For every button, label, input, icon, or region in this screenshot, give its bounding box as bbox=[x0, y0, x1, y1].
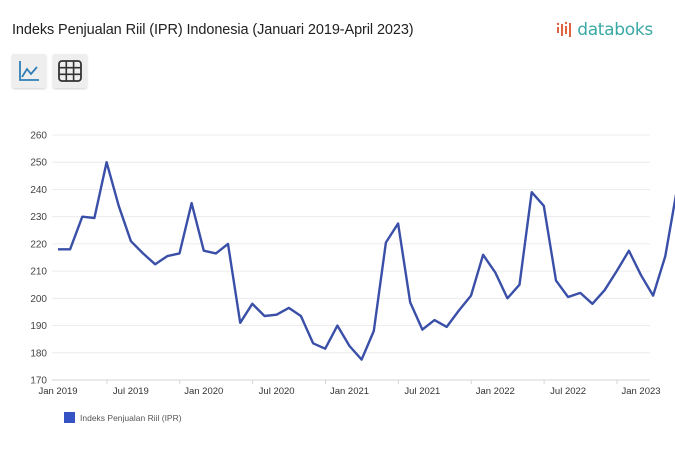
chart-legend[interactable]: Indeks Penjualan Riil (IPR) bbox=[64, 412, 182, 423]
y-tick-label: 200 bbox=[30, 294, 47, 305]
x-tick-label: Jul 2022 bbox=[550, 386, 586, 397]
x-tick-label: Jan 2022 bbox=[476, 386, 515, 397]
y-tick-label: 240 bbox=[30, 185, 47, 196]
x-tick-label: Jul 2019 bbox=[113, 386, 149, 397]
line-chart: 170 180 190 200 210 220 230 240 250 260 Jan 2019 Ju… bbox=[30, 131, 675, 397]
table-grid-icon bbox=[58, 60, 82, 82]
y-tick-label: 170 bbox=[30, 376, 47, 387]
x-tick-label: Jul 2020 bbox=[259, 386, 295, 397]
table-view-button[interactable] bbox=[53, 54, 87, 88]
legend-swatch bbox=[64, 412, 75, 423]
legend-label: Indeks Penjualan Riil (IPR) bbox=[80, 412, 182, 423]
y-tick-label: 220 bbox=[30, 239, 47, 250]
databoks-logo-icon bbox=[557, 21, 572, 37]
databoks-logo: databoks bbox=[556, 20, 653, 40]
line-chart-icon bbox=[19, 61, 39, 81]
y-tick-label: 210 bbox=[30, 267, 47, 278]
x-tick-label: Jan 2023 bbox=[621, 386, 660, 397]
x-tick-label: Jan 2021 bbox=[330, 386, 369, 397]
x-tick-label: Jan 2020 bbox=[184, 386, 223, 397]
x-tick-label: Jan 2019 bbox=[38, 386, 77, 397]
chart-title: Indeks Penjualan Riil (IPR) Indonesia (J… bbox=[12, 22, 414, 38]
logo-text: databoks bbox=[577, 20, 653, 40]
line-chart-view-button[interactable] bbox=[12, 54, 46, 88]
y-tick-label: 180 bbox=[30, 348, 47, 359]
y-tick-label: 230 bbox=[30, 212, 47, 223]
y-tick-label: 250 bbox=[30, 158, 47, 169]
y-tick-label: 260 bbox=[30, 131, 47, 142]
y-tick-label: 190 bbox=[30, 321, 47, 332]
view-toolbar bbox=[12, 54, 87, 88]
series-line[interactable] bbox=[58, 161, 675, 361]
x-tick-label: Jul 2021 bbox=[404, 386, 440, 397]
